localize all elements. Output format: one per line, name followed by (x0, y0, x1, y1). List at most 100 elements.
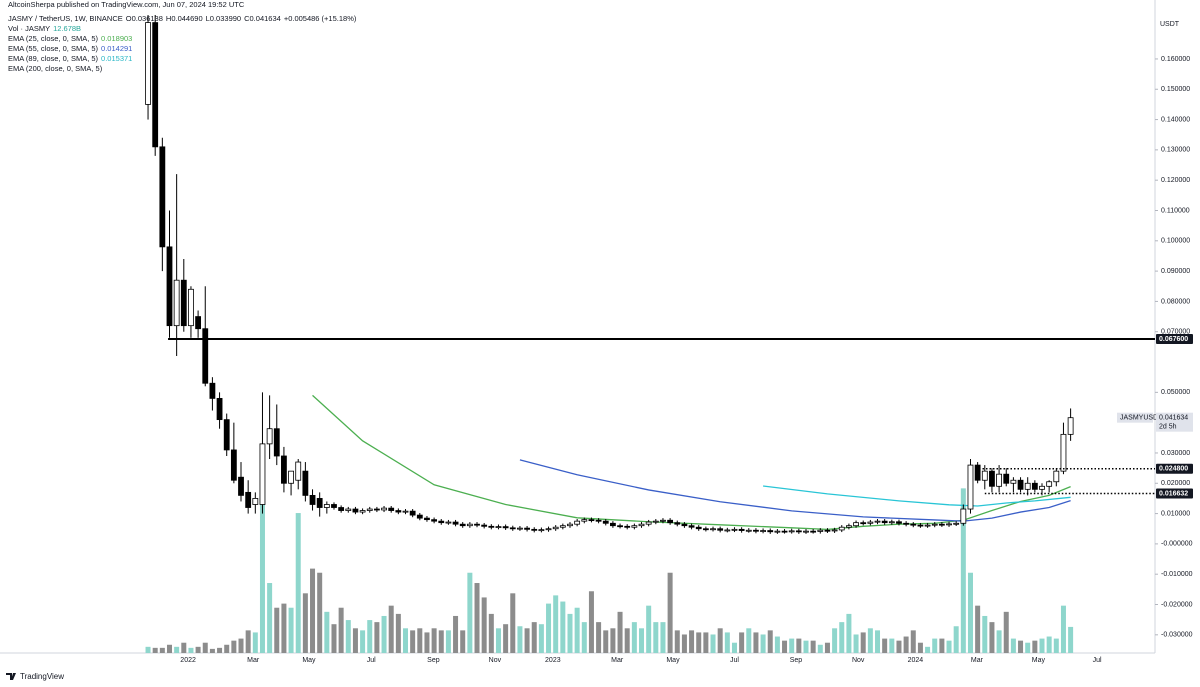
volume-bar (882, 638, 888, 653)
x-tick-label: Jul (730, 657, 739, 664)
volume-bar (581, 622, 587, 653)
volume-bar (1060, 605, 1066, 653)
candle-body (910, 523, 917, 526)
volume-bar (767, 630, 773, 653)
candle-body (717, 528, 724, 531)
candle-body (645, 521, 652, 525)
volume-bar (474, 583, 480, 653)
volume-bar (460, 630, 466, 653)
candle-body (702, 528, 709, 531)
candle-body (502, 526, 509, 529)
candle-body (803, 530, 809, 533)
candle-body (1031, 482, 1038, 490)
volume-value: 12.678B (53, 24, 82, 33)
candle-body (946, 523, 952, 526)
plot (145, 15, 1074, 653)
y-tick-label: 0.150000 (1161, 86, 1190, 93)
candle-body (831, 529, 838, 532)
candle-body (595, 519, 602, 522)
candle-body (1003, 473, 1010, 484)
ema-name: EMA (25, close, 0, SMA, 5) (8, 34, 99, 43)
candle-body (338, 507, 345, 511)
candle-body (266, 428, 273, 445)
volume-bar (259, 492, 265, 653)
low: 0.033990 (209, 14, 242, 23)
candle-body (545, 528, 552, 531)
candle-body (409, 510, 416, 516)
volume-bar (681, 634, 687, 653)
candle-body (466, 523, 473, 527)
price-tag (1156, 463, 1193, 474)
volume-bar (217, 647, 223, 653)
x-tick-label: May (666, 657, 680, 664)
candle-body (602, 520, 609, 524)
volume-bar (202, 642, 208, 653)
candle-body (924, 524, 931, 527)
candle-body (931, 523, 938, 526)
candle-body (989, 470, 995, 487)
candle-body (288, 470, 294, 484)
candle-body (323, 504, 330, 508)
volume-bar (281, 603, 287, 653)
volume-bar (531, 622, 537, 653)
y-tick-label: 0.020000 (1161, 480, 1190, 487)
candle-body (538, 529, 545, 532)
volume-bar (510, 593, 516, 653)
candle-body (173, 279, 180, 327)
candle-body (681, 523, 688, 527)
candle-body (459, 523, 466, 527)
candle-body (853, 522, 859, 527)
x-tick-label: Sep (790, 657, 803, 664)
y-tick-label: -0.000000 (1161, 541, 1193, 548)
candle-body (381, 507, 387, 511)
candle-body (295, 461, 302, 481)
c-label: C (244, 14, 250, 23)
last-price-label: 0.041634 (1159, 415, 1188, 422)
volume-bar (667, 572, 673, 653)
y-tick-label: 0.070000 (1161, 329, 1190, 336)
candle-body (695, 526, 702, 530)
candle-body (617, 525, 623, 528)
volume-bar (631, 622, 637, 653)
volume-bar (803, 640, 809, 653)
candle-body (781, 530, 788, 533)
candle-body (1053, 470, 1060, 483)
candle-body (281, 455, 287, 484)
volume-bar (588, 591, 594, 653)
volume-bar (824, 642, 830, 653)
symbol-header: JASMY / TetherUS, 1W, BINANCE O0.036138 H0… (8, 14, 359, 24)
volume-bar (295, 513, 301, 653)
candle-body (738, 528, 745, 531)
ema-line (763, 485, 1071, 507)
candle-body (524, 527, 530, 530)
candle-body (1039, 485, 1045, 490)
volume-bar (338, 607, 344, 653)
x-tick-label: 2024 (908, 657, 924, 664)
candle-body (252, 498, 259, 505)
candle-body (824, 529, 831, 532)
candle-body (1010, 479, 1017, 484)
y-tick-label: 0.100000 (1161, 238, 1190, 245)
volume-bar (760, 634, 766, 653)
volume-bar (846, 613, 852, 653)
candle-body (552, 526, 559, 530)
volume-bar (560, 601, 566, 653)
volume-bar (145, 646, 151, 653)
candle-body (996, 473, 1002, 487)
candle-body (581, 519, 588, 522)
volume-bar (245, 630, 251, 653)
ema-legend: EMA (25, close, 0, SMA, 5) 0.018903 (8, 34, 135, 44)
volume-bar (324, 611, 330, 653)
volume-bar (796, 638, 802, 653)
volume-bar (753, 632, 759, 653)
candle-body (159, 146, 166, 248)
candle-body (967, 464, 974, 510)
volume-bar (553, 595, 559, 653)
ema-value: 0.015371 (101, 54, 133, 63)
volume-bar (431, 628, 437, 653)
candle-body (817, 529, 824, 532)
y-tick-label: 0.130000 (1161, 147, 1190, 154)
volume-bar (853, 634, 859, 653)
candle-body (1067, 417, 1074, 435)
